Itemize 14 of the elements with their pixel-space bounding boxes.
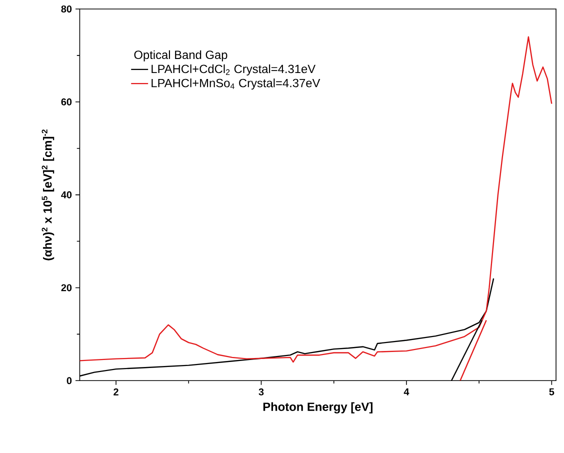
- y-tick-label: 60: [61, 98, 72, 106]
- y-tick-label: 40: [61, 191, 72, 198]
- y-tick-label: 0: [66, 376, 72, 384]
- legend-label: LPAHCl+CdCl$_{2}$ Crystal=4.31eV: [152, 64, 316, 76]
- legend-title: Optical Band Gap: [134, 50, 228, 62]
- x-tick-label: 3: [258, 388, 264, 396]
- y-axis-title: (αhν)$^{2}$ x 10$^{5}$ [eV]$^{2}$ [cm]$^{-2}$: [42, 129, 54, 260]
- legend-label: LPAHCl+MnSo$_{4}$ Crystal=4.37eV: [152, 78, 320, 90]
- x-axis-title: Photon Energy [eV]: [263, 402, 372, 414]
- y-tick-label: 80: [61, 5, 72, 12]
- x-tick-label: 4: [404, 388, 410, 396]
- y-tick-label: 20: [61, 284, 72, 292]
- x-tick-label: 5: [549, 388, 554, 396]
- x-tick-label: 2: [114, 388, 118, 396]
